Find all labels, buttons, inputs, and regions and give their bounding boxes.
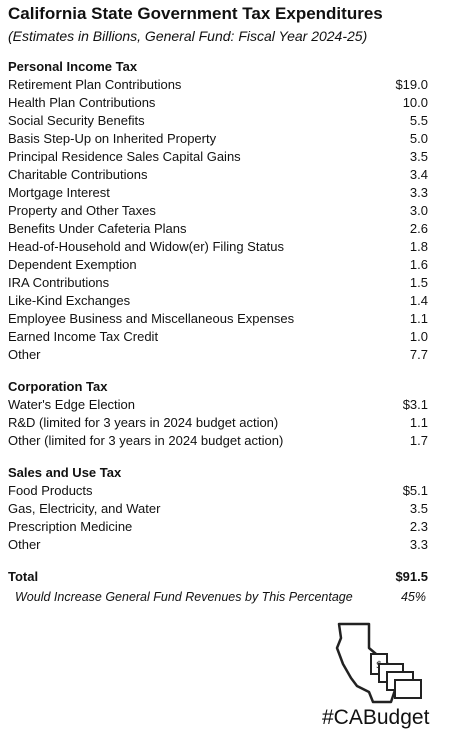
row-value: 3.3 xyxy=(409,537,428,552)
row-value: 7.7 xyxy=(409,347,428,362)
row-value: $3.1 xyxy=(402,397,428,412)
row-label: Retirement Plan Contributions xyxy=(8,77,182,92)
section-heading: Sales and Use Tax xyxy=(8,465,122,480)
row-value: 3.5 xyxy=(409,501,428,516)
row-label: Benefits Under Cafeteria Plans xyxy=(8,221,187,236)
subtitle: (Estimates in Billions, General Fund: Fi… xyxy=(8,28,368,44)
row-value: 3.0 xyxy=(409,203,428,218)
logo-icon: $ xyxy=(335,622,422,704)
row-label: Head-of-Household and Widow(er) Filing S… xyxy=(8,239,285,254)
row-value: 3.3 xyxy=(409,185,428,200)
row-value: 1.8 xyxy=(409,239,428,254)
row-label: Employee Business and Miscellaneous Expe… xyxy=(8,311,295,326)
hashtag: #CABudget xyxy=(322,706,430,729)
row-value: $19.0 xyxy=(395,77,428,92)
row-value: 5.5 xyxy=(409,113,428,128)
row-label: Charitable Contributions xyxy=(8,167,148,182)
row-label: Basis Step-Up on Inherited Property xyxy=(8,131,217,146)
note-value: 45% xyxy=(400,590,426,604)
row-value: 1.1 xyxy=(409,415,428,430)
row-label: Other xyxy=(8,537,41,552)
row-label: Property and Other Taxes xyxy=(8,203,156,218)
total-value: $91.5 xyxy=(395,569,428,584)
row-value: 3.4 xyxy=(409,167,428,182)
row-label: Water's Edge Election xyxy=(8,397,136,412)
row-value: 1.1 xyxy=(409,311,428,326)
row-label: Earned Income Tax Credit xyxy=(8,329,159,344)
row-label: Other xyxy=(8,347,41,362)
row-value: 5.0 xyxy=(409,131,428,146)
row-label: Social Security Benefits xyxy=(8,113,145,128)
row-value: 1.5 xyxy=(409,275,428,290)
row-label: Mortgage Interest xyxy=(8,185,110,200)
row-value: 1.7 xyxy=(409,433,428,448)
row-label: Food Products xyxy=(8,483,93,498)
row-value: 2.6 xyxy=(409,221,428,236)
total-label: Total xyxy=(8,569,39,584)
section-heading: Personal Income Tax xyxy=(8,59,138,74)
row-label: Prescription Medicine xyxy=(8,519,133,534)
section-heading: Corporation Tax xyxy=(8,379,108,394)
row-value: 3.5 xyxy=(409,149,428,164)
row-value: $5.1 xyxy=(402,483,428,498)
note-label: Would Increase General Fund Revenues by … xyxy=(15,590,353,604)
row-value: 2.3 xyxy=(409,519,428,534)
row-label: Health Plan Contributions xyxy=(8,95,156,110)
row-label: Dependent Exemption xyxy=(8,257,137,272)
row-value: 1.0 xyxy=(409,329,428,344)
row-value: 1.4 xyxy=(409,293,428,308)
row-value: 1.6 xyxy=(409,257,428,272)
row-label: Principal Residence Sales Capital Gains xyxy=(8,149,241,164)
row-label: Gas, Electricity, and Water xyxy=(8,501,161,516)
row-label: IRA Contributions xyxy=(8,275,110,290)
row-label: Other (limited for 3 years in 2024 budge… xyxy=(8,433,284,448)
row-label: R&D (limited for 3 years in 2024 budget … xyxy=(8,415,279,430)
row-value: 10.0 xyxy=(402,95,428,110)
row-label: Like-Kind Exchanges xyxy=(8,293,131,308)
title: California State Government Tax Expendit… xyxy=(8,4,383,23)
